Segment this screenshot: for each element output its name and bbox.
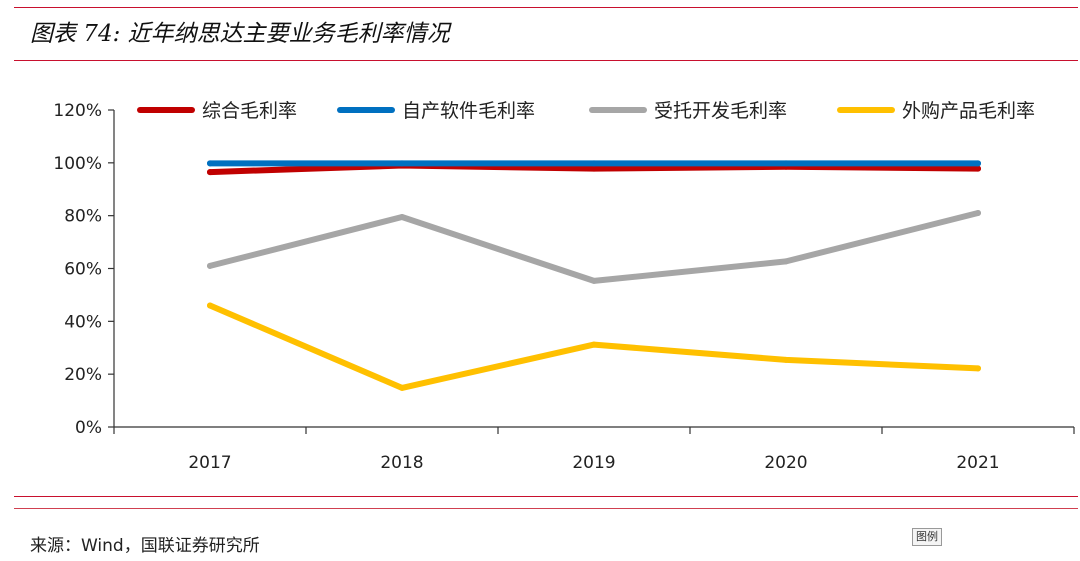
data-point xyxy=(399,213,405,220)
legend-item-0: 综合毛利率 xyxy=(137,100,297,122)
y-tick-label: 80% xyxy=(64,207,102,227)
data-point xyxy=(975,210,981,217)
x-tick-label: 2017 xyxy=(188,453,231,473)
legend-label: 综合毛利率 xyxy=(202,100,297,122)
y-tick-label: 40% xyxy=(64,312,102,332)
legend-label: 受托开发毛利率 xyxy=(654,100,787,122)
y-axis: 0% 20% 40% 60% 80% 100% 120% xyxy=(53,101,115,438)
data-point xyxy=(207,169,213,176)
data-point xyxy=(591,160,597,167)
data-point xyxy=(591,165,597,172)
y-tick-label: 120% xyxy=(53,101,102,121)
data-point xyxy=(975,365,981,372)
data-point xyxy=(399,384,405,391)
data-point xyxy=(207,302,213,309)
legend-label: 外购产品毛利率 xyxy=(902,100,1035,122)
x-tick-label: 2020 xyxy=(764,453,807,473)
legend-tag[interactable]: 图例 xyxy=(912,528,942,546)
legend-item-3: 外购产品毛利率 xyxy=(837,100,1035,122)
data-point xyxy=(783,160,789,167)
legend-item-1: 自产软件毛利率 xyxy=(337,100,535,122)
data-point xyxy=(207,262,213,269)
data-point xyxy=(207,160,213,167)
line-chart: 综合毛利率 自产软件毛利率 受托开发毛利率 外购产品毛利率 0% 20% 40% 60% 80… xyxy=(53,100,1075,473)
source-note: 来源：Wind，国联证券研究所 xyxy=(30,536,260,556)
legend-item-2: 受托开发毛利率 xyxy=(589,100,787,122)
data-point xyxy=(783,356,789,363)
y-tick-label: 60% xyxy=(64,260,102,280)
figure-title: 图表 74: 近年纳思达主要业务毛利率情况 xyxy=(30,21,450,47)
data-point xyxy=(591,277,597,284)
title-rule xyxy=(14,60,1078,61)
top-rule xyxy=(14,7,1078,8)
y-tick-label: 100% xyxy=(53,154,102,174)
data-point xyxy=(975,160,981,167)
data-point xyxy=(975,165,981,172)
data-point xyxy=(783,258,789,265)
bottom-rule xyxy=(14,496,1078,497)
x-axis: 2017 2018 2019 2020 2021 xyxy=(113,426,1075,473)
y-tick-label: 0% xyxy=(75,418,102,438)
chart-legend: 综合毛利率 自产软件毛利率 受托开发毛利率 外购产品毛利率 xyxy=(137,100,1035,122)
x-tick-label: 2021 xyxy=(956,453,999,473)
legend-label: 自产软件毛利率 xyxy=(402,100,535,122)
y-tick-label: 20% xyxy=(64,365,102,385)
series-line-2 xyxy=(207,210,981,284)
data-point xyxy=(399,160,405,167)
data-point xyxy=(591,341,597,348)
x-tick-label: 2019 xyxy=(572,453,615,473)
bottom-rule-2 xyxy=(14,508,1078,509)
series-lines xyxy=(207,160,981,391)
x-tick-label: 2018 xyxy=(380,453,423,473)
